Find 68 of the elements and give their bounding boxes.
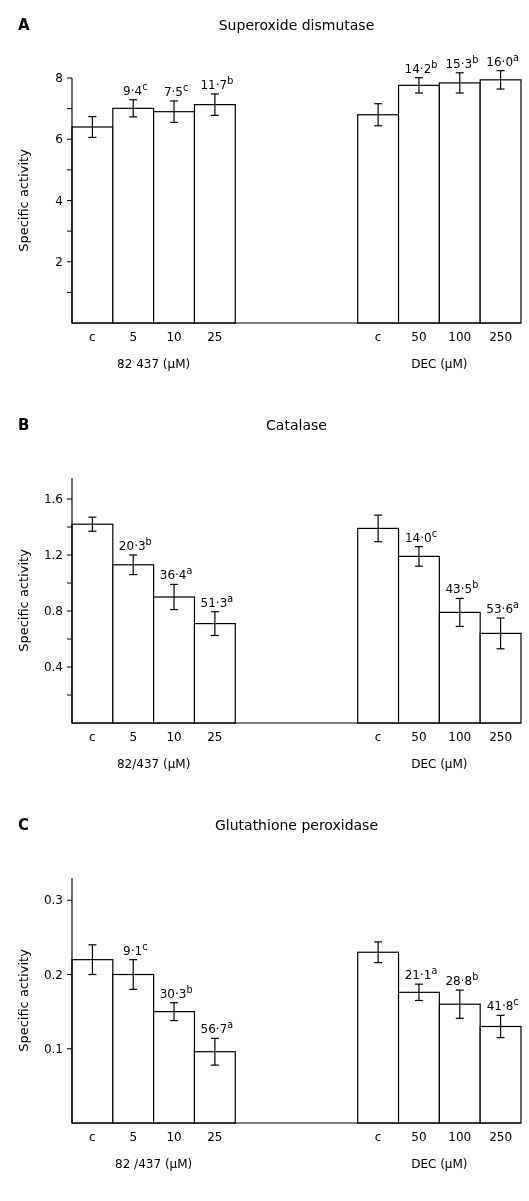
chart-subtitle: Glutathione peroxidase [214,817,379,833]
x-tick-label: c [89,330,96,344]
annotation: 9·4$^{c}$ [123,80,148,98]
annotation: 20·3$^{b}$ [118,535,152,553]
y-tick-label: 6 [55,132,63,147]
x-tick-label: 10 [166,730,182,744]
annotation: 9·1$^{c}$ [123,940,148,958]
x-tick-label: 25 [207,330,223,344]
chart-subtitle: Catalase [266,417,327,433]
x-tick-label: 100 [448,330,472,344]
x-tick-label: c [89,1130,96,1144]
y-axis-title: Specific activity [16,148,31,252]
x-tick-label: c [374,330,382,344]
x-tick-label: 100 [448,1130,472,1144]
x-tick-label: 100 [448,730,472,744]
annotation: 14·2$^{b}$ [404,58,438,76]
annotation: 43·5$^{b}$ [445,578,479,597]
annotation: 16·0$^{a}$ [486,51,519,69]
x-tick-label: 5 [129,730,138,744]
annotation: 7·5$^{c}$ [163,81,189,99]
text: 82 437 (μM) [117,357,191,371]
chart-title: B [18,416,30,434]
annotation: 56·7$^{a}$ [200,1018,234,1037]
x-tick-label: 250 [489,730,513,744]
annotation: 36·4$^{a}$ [159,564,193,583]
y-tick-label: 0.4 [43,660,63,675]
annotation: 11·7$^{b}$ [200,74,234,92]
x-tick-label: 50 [411,330,427,344]
y-tick-label: 8 [55,71,63,86]
x-tick-label: 50 [411,1130,427,1144]
x-tick-label: 250 [489,330,513,344]
x-tick-label: 25 [207,730,223,744]
chart-subtitle: Superoxide dismutase [218,17,375,33]
text: DEC (μM) [411,357,468,371]
annotation: 30·3$^{b}$ [159,983,193,1001]
y-tick-label: 1.6 [43,492,63,507]
y-tick-label: 2 [55,254,63,269]
chart-title: C [18,816,30,834]
x-tick-label: 10 [166,330,182,344]
x-tick-label: 50 [411,730,427,744]
y-axis-title: Specific activity [16,548,31,652]
x-tick-label: 5 [129,1130,138,1144]
x-tick-label: 25 [207,1130,223,1144]
text: DEC (μM) [411,1157,468,1171]
x-tick-label: c [374,1130,382,1144]
y-tick-label: 0.2 [43,967,63,982]
x-tick-label: 10 [166,1130,182,1144]
y-tick-label: 1.2 [43,548,63,563]
x-tick-label: c [89,730,96,744]
text: DEC (μM) [411,757,468,771]
annotation: 41·8$^{c}$ [486,995,519,1014]
y-tick-label: 0.8 [43,604,63,619]
annotation: 21·1$^{a}$ [404,964,438,983]
annotation: 28·8$^{b}$ [445,970,479,989]
annotation: 51·3$^{a}$ [200,592,234,610]
annotation: 15·3$^{b}$ [445,53,479,71]
y-tick-label: 0.1 [43,1041,63,1056]
text: 82/437 (μM) [116,757,191,771]
text: 82 /437 (μM) [115,1157,193,1171]
y-tick-label: 0.3 [43,893,63,908]
chart-title: A [18,16,30,34]
x-tick-label: c [374,730,382,744]
x-tick-label: 5 [129,330,138,344]
annotation: 53·6$^{a}$ [486,598,519,616]
x-tick-label: 250 [489,1130,513,1144]
y-tick-label: 4 [55,193,63,208]
y-axis-title: Specific activity [16,948,31,1052]
annotation: 14·0$^{c}$ [405,527,437,545]
